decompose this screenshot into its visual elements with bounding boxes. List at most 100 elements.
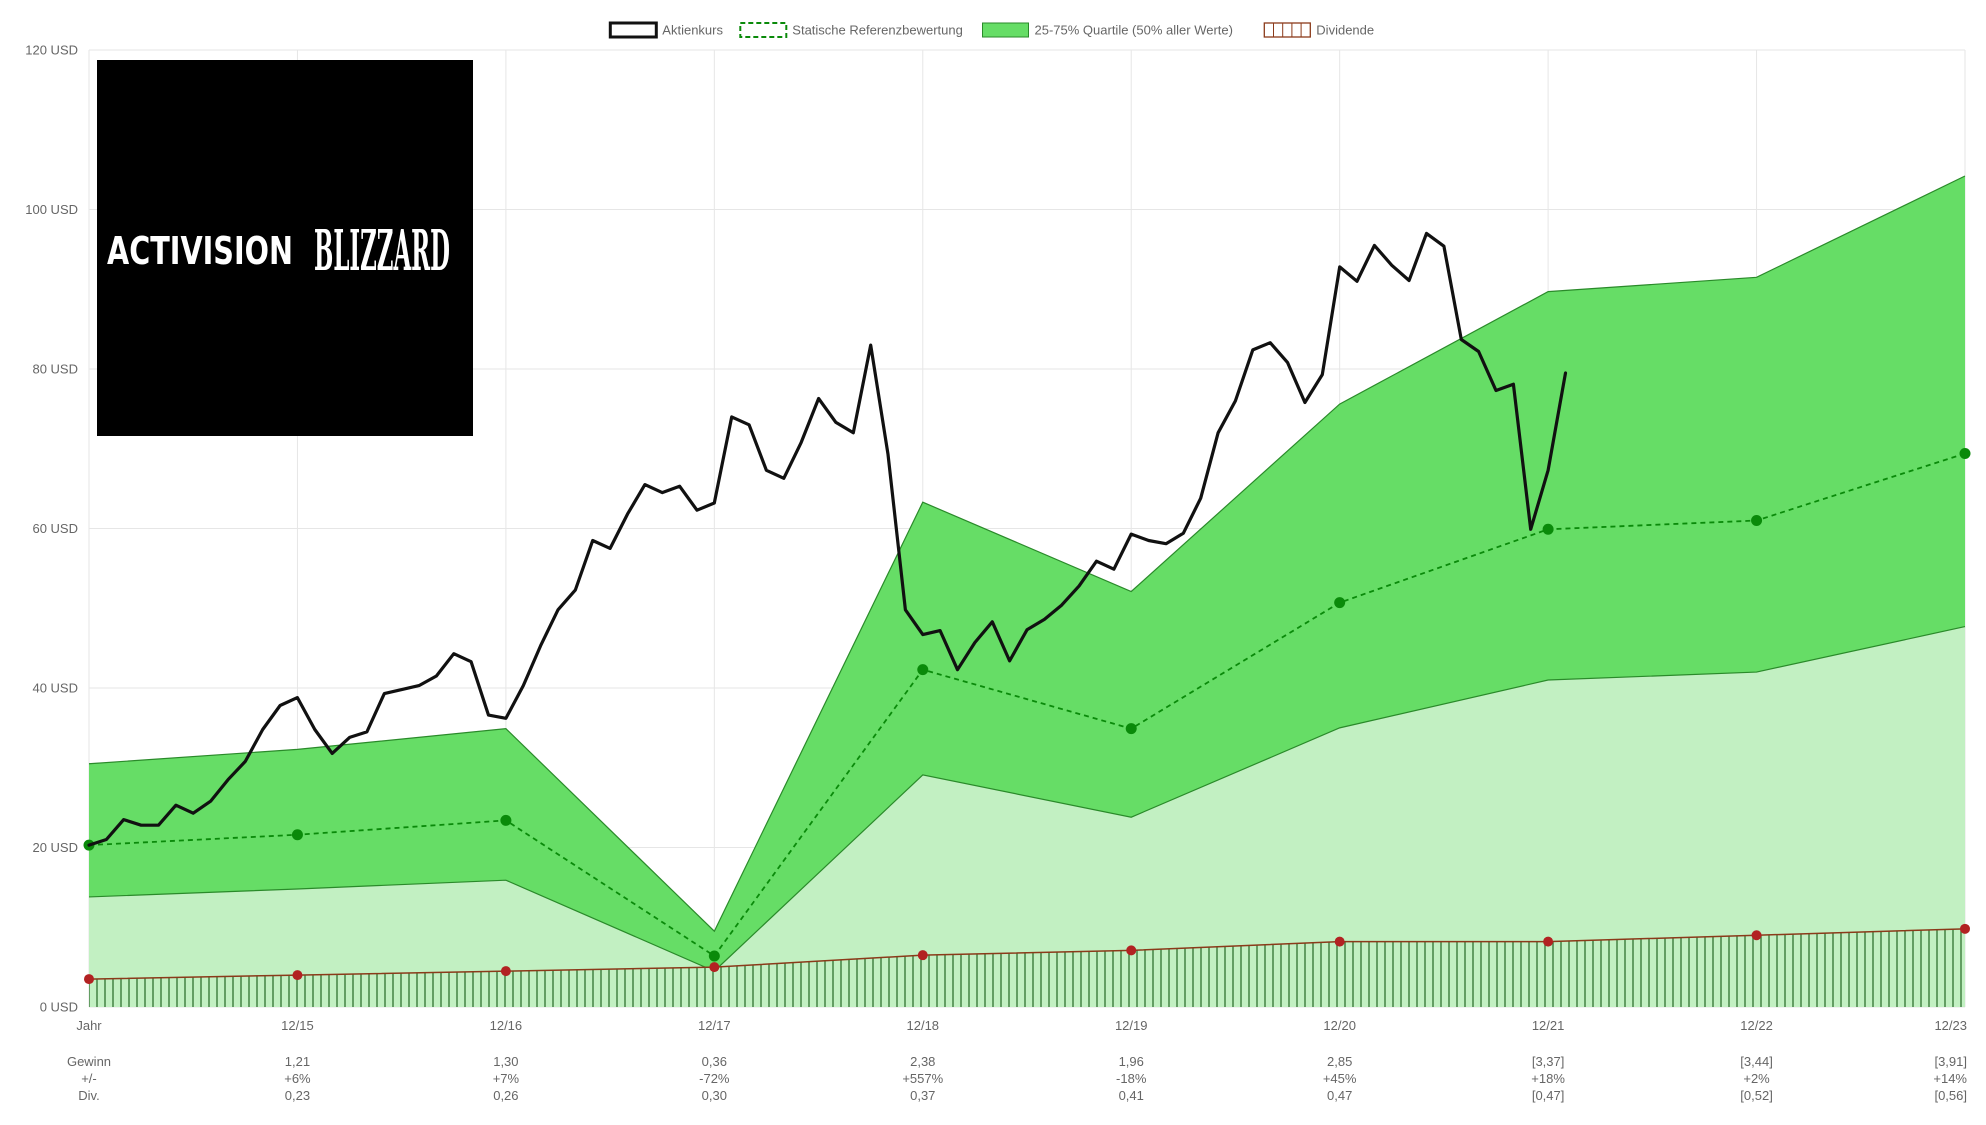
- dividend-series: [84, 923, 1970, 1007]
- logo-background: [97, 60, 473, 436]
- table-cell: 0,36: [702, 1054, 727, 1069]
- table-cell: [0,56]: [1934, 1088, 1967, 1103]
- reference-point: [1334, 597, 1346, 609]
- y-tick-label: 120 USD: [25, 43, 78, 58]
- x-tick-label: 12/19: [1115, 1018, 1148, 1033]
- legend-item[interactable]: Dividende: [1263, 22, 1374, 38]
- legend-label: Statische Referenzbewertung: [792, 23, 963, 38]
- legend-swatch: [608, 21, 658, 39]
- legend-label: Dividende: [1316, 23, 1374, 38]
- dividend-point: [84, 974, 94, 985]
- table-cell: [3,37]: [1532, 1054, 1565, 1069]
- table-cell: 0,30: [702, 1088, 727, 1103]
- table-cell: +14%: [1933, 1071, 1967, 1086]
- x-tick-label: 12/23: [1934, 1018, 1967, 1033]
- table-row-label: Div.: [78, 1088, 99, 1103]
- lower-band-area: [89, 626, 1965, 1007]
- legend-swatch: [1263, 22, 1311, 38]
- legend-item[interactable]: Aktienkurs: [608, 21, 723, 39]
- table-cell: 1,30: [493, 1054, 518, 1069]
- legend[interactable]: Aktienkurs Statische Referenzbewertung 25-…: [608, 21, 1374, 39]
- table-cell: 0,41: [1119, 1088, 1144, 1103]
- table-cell: 0,26: [493, 1088, 518, 1103]
- reference-point: [500, 814, 512, 826]
- table-cell: +6%: [284, 1071, 311, 1086]
- reference-point: [1959, 448, 1971, 460]
- company-logo: ACTIVISION BLIZZARD: [97, 60, 473, 436]
- dividend-area: [89, 928, 1965, 1007]
- dividend-point: [917, 950, 928, 961]
- price-line: [87, 231, 1568, 847]
- reference-point: [917, 664, 929, 676]
- x-tick-label: 12/22: [1740, 1018, 1773, 1033]
- table-cell: +45%: [1323, 1071, 1357, 1086]
- dividend-point: [500, 966, 511, 977]
- table-cell: 0,23: [285, 1088, 310, 1103]
- table-cell: [0,52]: [1740, 1088, 1773, 1103]
- x-tick-label: 12/20: [1323, 1018, 1356, 1033]
- table-cell: 1,21: [285, 1054, 310, 1069]
- quartile-bands: [88, 175, 1966, 1007]
- reference-series: [83, 448, 1971, 962]
- dividend-point: [1126, 945, 1137, 956]
- dividend-point: [1751, 930, 1762, 941]
- x-tick-label: 12/21: [1532, 1018, 1565, 1033]
- quartile-lower-line: [88, 626, 1966, 972]
- table-cell: 0,47: [1327, 1088, 1352, 1103]
- x-axis-ticks: Jahr 12/15 12/16 12/17 12/18 12/19 12/20 12/21 1…: [76, 1018, 1967, 1033]
- dividend-line: [88, 928, 1966, 980]
- y-tick-label: 0 USD: [40, 1000, 78, 1015]
- table-cell: -18%: [1116, 1071, 1147, 1086]
- reference-point: [1751, 515, 1763, 527]
- legend-label: Aktienkurs: [662, 23, 723, 38]
- table-cell: +557%: [902, 1071, 943, 1086]
- legend-label: 25-75% Quartile (50% aller Werte): [1035, 23, 1233, 38]
- logo-activision-text: ACTIVISION: [107, 229, 293, 273]
- table-cell: +2%: [1743, 1071, 1770, 1086]
- reference-point: [708, 950, 720, 962]
- table-cell: 0,37: [910, 1088, 935, 1103]
- table-row-label: +/-: [81, 1071, 97, 1086]
- dividend-point: [709, 962, 720, 973]
- x-tick-label: Jahr: [76, 1018, 102, 1033]
- reference-point: [291, 829, 303, 841]
- x-tick-label: 12/16: [490, 1018, 523, 1033]
- dividend-point: [292, 970, 303, 981]
- price-series: [87, 231, 1568, 847]
- y-tick-label: 20 USD: [32, 840, 78, 855]
- table-cell: [0,47]: [1532, 1088, 1565, 1103]
- quartile-upper-line: [88, 175, 1966, 933]
- y-tick-label: 40 USD: [32, 681, 78, 696]
- y-tick-label: 60 USD: [32, 521, 78, 536]
- y-axis-ticks: 0 USD 20 USD 40 USD 60 USD 80 USD 100 USD 120 …: [25, 43, 78, 1015]
- table-cell: [3,44]: [1740, 1054, 1773, 1069]
- table-cell: -72%: [699, 1071, 730, 1086]
- logo-blizzard-text: BLIZZARD: [314, 218, 450, 284]
- x-tick-label: 12/18: [907, 1018, 940, 1033]
- legend-item[interactable]: Statische Referenzbewertung: [739, 22, 963, 38]
- x-tick-label: 12/17: [698, 1018, 731, 1033]
- table-row-label: Gewinn: [67, 1054, 111, 1069]
- table-cell: +7%: [493, 1071, 520, 1086]
- dividend-point: [1960, 923, 1970, 934]
- dividend-point: [1334, 936, 1345, 947]
- data-table: Gewinn +/- Div. 1,21 +6% 0,23 1,30 +7% 0,26 0,36 -…: [67, 1054, 1967, 1103]
- legend-swatch: [739, 22, 788, 38]
- quartile-band-area: [89, 176, 1965, 972]
- table-cell: 2,38: [910, 1054, 935, 1069]
- reference-point: [1542, 523, 1554, 535]
- table-cell: +18%: [1531, 1071, 1565, 1086]
- y-tick-label: 100 USD: [25, 202, 78, 217]
- table-cell: [3,91]: [1934, 1054, 1967, 1069]
- table-cell: 1,96: [1119, 1054, 1144, 1069]
- reference-point: [1125, 723, 1137, 735]
- legend-swatch: [982, 22, 1029, 38]
- dividend-point: [1543, 936, 1554, 947]
- x-tick-label: 12/15: [281, 1018, 314, 1033]
- legend-item[interactable]: 25-75% Quartile (50% aller Werte): [982, 22, 1233, 38]
- table-cell: 2,85: [1327, 1054, 1352, 1069]
- reference-line: [88, 452, 1966, 958]
- y-tick-label: 80 USD: [32, 362, 78, 377]
